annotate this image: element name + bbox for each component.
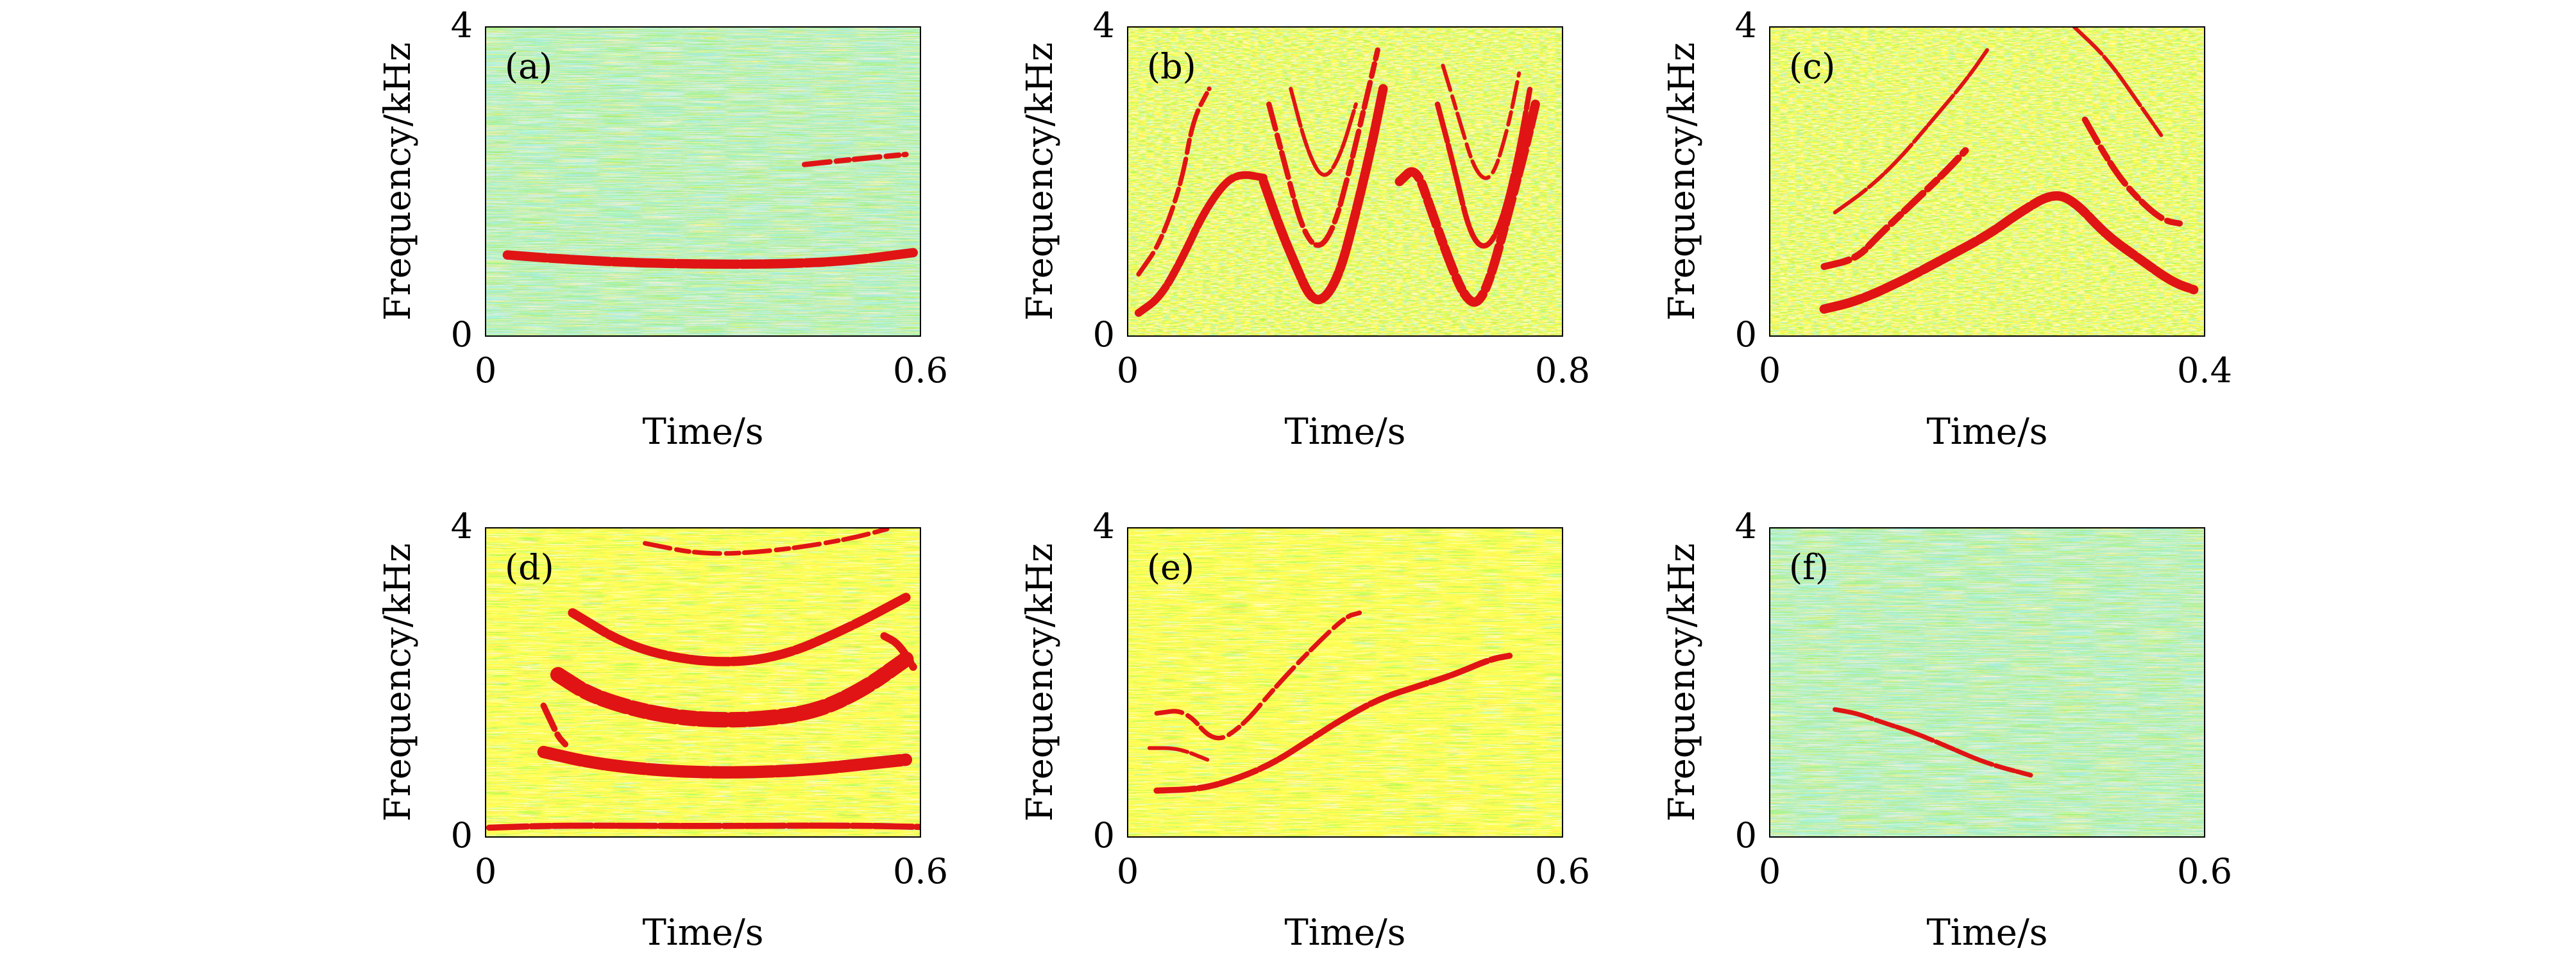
ridge-0	[1153, 652, 1515, 794]
y-tick-label: 0	[1735, 815, 1757, 856]
x-tick-label: 0.8	[1535, 350, 1590, 391]
plot-frame	[1127, 26, 1563, 337]
x-tick-label: 0.6	[893, 350, 948, 391]
panel-label: (f)	[1789, 547, 1829, 587]
spectrogram-noise	[486, 27, 920, 336]
x-tick-label: 0	[475, 350, 496, 391]
x-tick-label: 0	[1117, 851, 1139, 892]
y-tick-label: 0	[451, 815, 473, 856]
y-tick-label: 4	[1735, 5, 1757, 46]
ridge-1	[802, 151, 909, 167]
y-tick-label: 4	[451, 5, 473, 46]
plot-frame	[485, 26, 921, 337]
ridge-5	[1394, 99, 1540, 307]
ridge-4	[2072, 27, 2164, 137]
ridge-7	[1441, 63, 1521, 180]
ridge-0	[537, 745, 913, 779]
ridge-2	[1833, 48, 1989, 215]
x-axis-label: Time/s	[1284, 912, 1405, 954]
panel-label: (c)	[1789, 46, 1835, 87]
x-tick-label: 0	[1759, 350, 1781, 391]
y-axis-label: Frequency/kHz	[377, 543, 419, 822]
panel-c: (c) 0 4 0 0.4 Time/s Frequency/kHz	[1661, 5, 2232, 453]
x-tick-label: 0.6	[1535, 851, 1590, 892]
y-axis-label: Frequency/kHz	[1019, 543, 1061, 822]
x-axis-label: Time/s	[642, 912, 763, 954]
x-axis-label: Time/s	[1926, 912, 2047, 954]
y-tick-label: 4	[1093, 5, 1115, 46]
y-tick-label: 0	[451, 314, 473, 355]
ridge-1	[1820, 147, 1969, 270]
plot-frame	[1127, 527, 1563, 838]
x-axis-label: Time/s	[1284, 411, 1405, 453]
x-tick-label: 0	[1759, 851, 1781, 892]
y-tick-label: 4	[1735, 506, 1757, 546]
panel-a: (a) 0 4 0 0.6 Time/s Frequency/kHz	[377, 5, 948, 453]
x-tick-label: 0	[1117, 350, 1139, 391]
x-tick-label: 0	[475, 851, 496, 892]
ridge-6	[880, 632, 917, 671]
plot-frame	[1769, 26, 2205, 337]
y-tick-label: 4	[1093, 506, 1115, 546]
y-axis-label: Frequency/kHz	[1019, 42, 1061, 321]
x-tick-label: 0.6	[893, 851, 948, 892]
panel-e: (e) 0 4 0 0.6 Time/s Frequency/kHz	[1019, 506, 1590, 954]
ridge-1	[1154, 610, 1362, 741]
spectrogram-noise	[1770, 528, 2205, 837]
ridge-4	[486, 822, 920, 831]
panel-label: (d)	[505, 547, 554, 587]
panel-d: (d) 0 4 0 0.6 Time/s Frequency/kHz	[377, 506, 948, 954]
panel-label: (b)	[1147, 46, 1196, 87]
ridge-2	[568, 593, 911, 666]
x-tick-label: 0.6	[2177, 851, 2232, 892]
ridge-5	[540, 702, 569, 748]
y-axis-label: Frequency/kHz	[1661, 543, 1703, 822]
ridge-2	[1147, 746, 1210, 762]
x-axis-label: Time/s	[1926, 411, 2047, 453]
y-tick-label: 4	[451, 506, 473, 546]
ridge-3	[1266, 47, 1380, 248]
panel-b: (b) 0 4 0 0.8 Time/s Frequency/kHz	[1019, 5, 1590, 453]
y-tick-label: 0	[1093, 815, 1115, 856]
spectrogram-noise	[1770, 27, 2205, 336]
ridge-0	[1134, 171, 1267, 317]
ridge-0	[502, 248, 918, 269]
y-tick-label: 0	[1093, 314, 1115, 355]
plot-frame	[485, 527, 921, 838]
panel-label: (e)	[1147, 547, 1194, 587]
ridge-0	[1819, 191, 2199, 314]
ridge-1	[550, 651, 914, 728]
x-axis-label: Time/s	[642, 411, 763, 453]
ridge-2	[1258, 84, 1388, 305]
y-axis-label: Frequency/kHz	[377, 42, 419, 321]
panel-f: (f) 0 4 0 0.6 Time/s Frequency/kHz	[1661, 506, 2232, 954]
ridge-6	[1434, 86, 1533, 249]
panel-label: (a)	[505, 46, 552, 87]
plot-frame	[1769, 527, 2205, 838]
ridge-3	[643, 528, 894, 556]
ridge-0	[1833, 707, 2033, 778]
ridge-3	[2081, 116, 2186, 228]
y-tick-label: 0	[1735, 314, 1757, 355]
ridge-1	[1136, 86, 1212, 277]
y-axis-label: Frequency/kHz	[1661, 42, 1703, 321]
ridge-4	[1289, 87, 1358, 177]
x-tick-label: 0.4	[2177, 350, 2232, 391]
